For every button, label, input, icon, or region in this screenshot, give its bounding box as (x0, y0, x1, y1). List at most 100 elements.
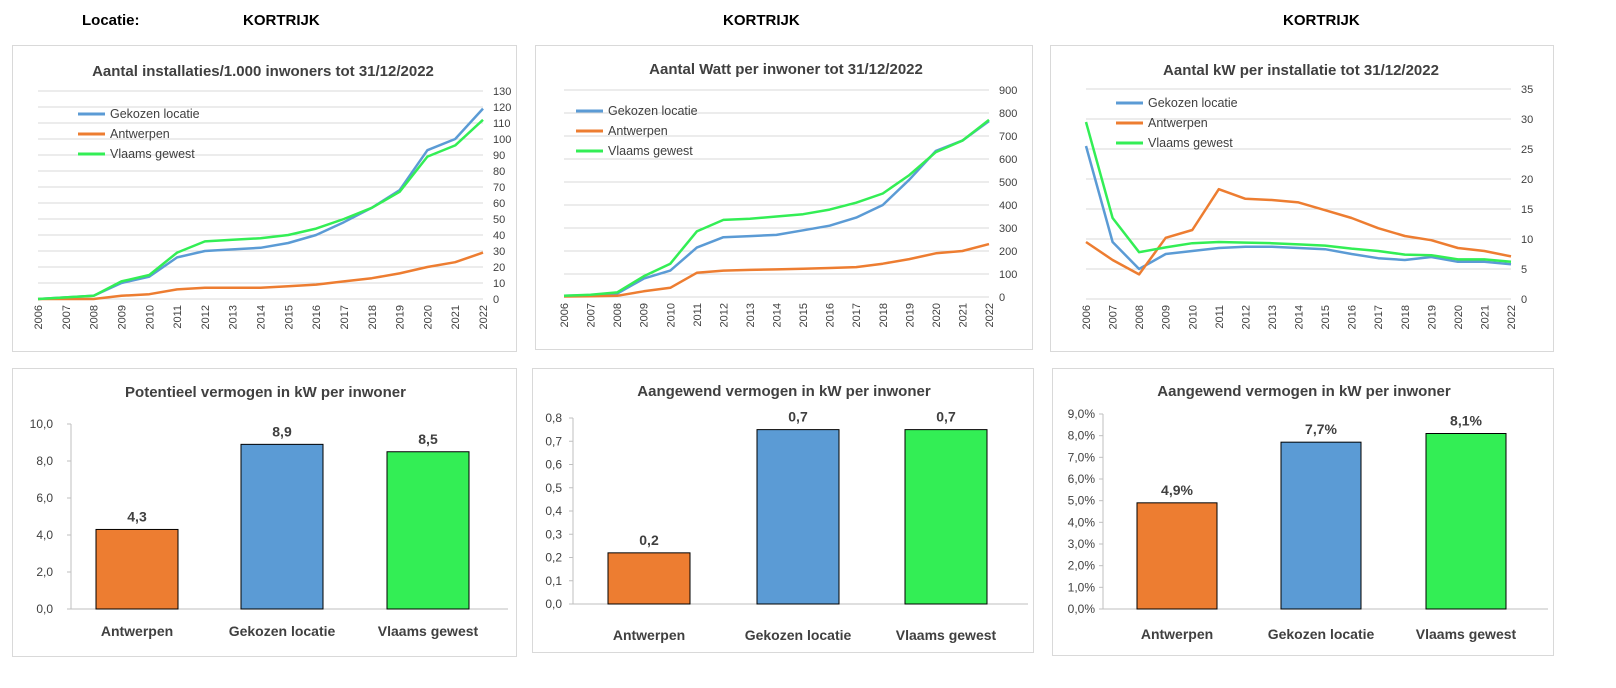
y-tick-label: 8,0 (36, 454, 53, 468)
x-tick-label: 2011 (1214, 305, 1226, 329)
y-tick-label: 0,3 (545, 527, 562, 541)
category-label-antwerpen: Antwerpen (101, 623, 173, 639)
y-tick-label: 0 (493, 294, 499, 306)
chart-title: Aantal Watt per inwoner tot 31/12/2022 (649, 61, 923, 78)
x-tick-label: 2017 (339, 305, 351, 329)
y-tick-label: 5 (1521, 264, 1527, 276)
y-tick-label: 5,0% (1068, 494, 1096, 508)
y-tick-label: 20 (493, 262, 505, 274)
x-tick-label: 2022 (478, 305, 490, 329)
x-tick-label: 2009 (116, 305, 128, 329)
location-name-3: KORTRIJK (1283, 12, 1360, 29)
data-label-vlaams-gewest: 0,7 (936, 409, 956, 425)
y-tick-label: 30 (1521, 114, 1533, 126)
y-tick-label: 2,0 (36, 565, 53, 579)
y-tick-label: 600 (999, 154, 1017, 166)
y-tick-label: 40 (493, 230, 505, 242)
legend-label-gekozen-locatie: Gekozen locatie (608, 104, 698, 118)
y-tick-label: 100 (493, 134, 511, 146)
y-tick-label: 2,0% (1068, 559, 1096, 573)
legend-label-vlaams-gewest: Vlaams gewest (1148, 136, 1233, 150)
y-tick-label: 25 (1521, 144, 1533, 156)
y-tick-label: 0,0 (36, 602, 53, 616)
bar-gekozen-locatie (240, 443, 324, 610)
y-tick-label: 130 (493, 86, 511, 98)
y-tick-label: 6,0% (1068, 472, 1096, 486)
category-label-vlaams-gewest: Vlaams gewest (378, 623, 479, 639)
y-tick-label: 0,7 (545, 434, 562, 448)
y-tick-label: 80 (493, 166, 505, 178)
y-tick-label: 500 (999, 177, 1017, 189)
y-tick-label: 4,0 (36, 528, 53, 542)
chart-svg: Aangewend vermogen in kW per inwoner 0,0%… (1068, 383, 1548, 642)
y-tick-label: 8,0% (1068, 429, 1096, 443)
series-line-antwerpen (563, 242, 990, 298)
x-tick-label: 2008 (1134, 305, 1146, 329)
y-tick-label: 35 (1521, 84, 1533, 96)
bar-gekozen-locatie (756, 429, 840, 605)
x-tick-label: 2019 (904, 303, 916, 327)
x-tick-label: 2006 (559, 303, 571, 327)
y-tick-label: 0,0% (1068, 602, 1096, 616)
data-label-gekozen-locatie: 7,7% (1305, 421, 1337, 437)
y-tick-label: 0,8 (545, 411, 562, 425)
x-tick-label: 2006 (1081, 305, 1093, 329)
y-tick-label: 9,0% (1068, 407, 1096, 421)
chart-svg: Aangewend vermogen in kW per inwoner 0,0 0… (545, 383, 1028, 643)
chart-watt-per-inwoner: Aantal Watt per inwoner tot 31/12/2022 0 1… (535, 45, 1033, 350)
data-label-antwerpen: 0,2 (639, 532, 659, 548)
x-tick-label: 2007 (586, 303, 598, 327)
x-tick-label: 2009 (639, 303, 651, 327)
data-label-antwerpen: 4,3 (127, 508, 147, 524)
y-tick-label: 200 (999, 246, 1017, 258)
y-tick-label: 800 (999, 108, 1017, 120)
location-label: Locatie: (82, 12, 140, 29)
bar-antwerpen (1136, 502, 1218, 610)
x-tick-label: 2017 (851, 303, 863, 327)
y-tick-label: 10 (1521, 234, 1533, 246)
bar-vlaams-gewest (386, 451, 470, 610)
y-tick-label: 20 (1521, 174, 1533, 186)
y-tick-label: 0 (999, 292, 1005, 304)
data-label-antwerpen: 4,9% (1161, 482, 1193, 498)
category-label-gekozen-locatie: Gekozen locatie (1268, 626, 1375, 642)
y-tick-label: 7,0% (1068, 450, 1096, 464)
legend-label-vlaams-gewest: Vlaams gewest (110, 147, 195, 161)
legend-label-vlaams-gewest: Vlaams gewest (608, 144, 693, 158)
bar-antwerpen (95, 528, 179, 610)
legend-label-antwerpen: Antwerpen (1148, 116, 1208, 130)
x-tick-label: 2014 (256, 305, 268, 329)
x-tick-label: 2018 (1400, 305, 1412, 329)
chart-svg: Potentieel vermogen in kW per inwoner 0,0… (30, 384, 508, 639)
x-tick-label: 2009 (1161, 305, 1173, 329)
x-tick-label: 2013 (1267, 305, 1279, 329)
category-label-antwerpen: Antwerpen (1141, 626, 1213, 642)
x-tick-label: 2016 (1347, 305, 1359, 329)
chart-title: Potentieel vermogen in kW per inwoner (125, 384, 406, 401)
y-tick-label: 110 (493, 118, 511, 130)
x-tick-label: 2015 (283, 305, 295, 329)
series-line-vlaams-gewest (563, 118, 990, 298)
x-tick-label: 2008 (612, 303, 624, 327)
x-tick-label: 2020 (422, 305, 434, 329)
bar-vlaams-gewest (1425, 433, 1507, 610)
chart-potentieel-vermogen: Potentieel vermogen in kW per inwoner 0,0… (12, 368, 517, 657)
series-line-antwerpen (38, 251, 484, 301)
location-name-2: KORTRIJK (723, 12, 800, 29)
y-tick-label: 0,5 (545, 481, 562, 495)
data-label-gekozen-locatie: 8,9 (272, 423, 292, 439)
x-tick-label: 2012 (1240, 305, 1252, 329)
x-tick-label: 2022 (1506, 305, 1518, 329)
legend-label-antwerpen: Antwerpen (608, 124, 668, 138)
x-tick-label: 2010 (144, 305, 156, 329)
chart-aangewend-vermogen-kw: Aangewend vermogen in kW per inwoner 0,0 0… (532, 368, 1034, 653)
y-tick-label: 0,4 (545, 504, 562, 518)
x-tick-label: 2012 (200, 305, 212, 329)
y-tick-label: 3,0% (1068, 537, 1096, 551)
y-tick-label: 1,0% (1068, 580, 1096, 594)
bar-vlaams-gewest (904, 429, 988, 605)
x-tick-label: 2016 (311, 305, 323, 329)
y-tick-label: 90 (493, 150, 505, 162)
y-tick-label: 6,0 (36, 491, 53, 505)
x-tick-label: 2021 (1479, 305, 1491, 329)
